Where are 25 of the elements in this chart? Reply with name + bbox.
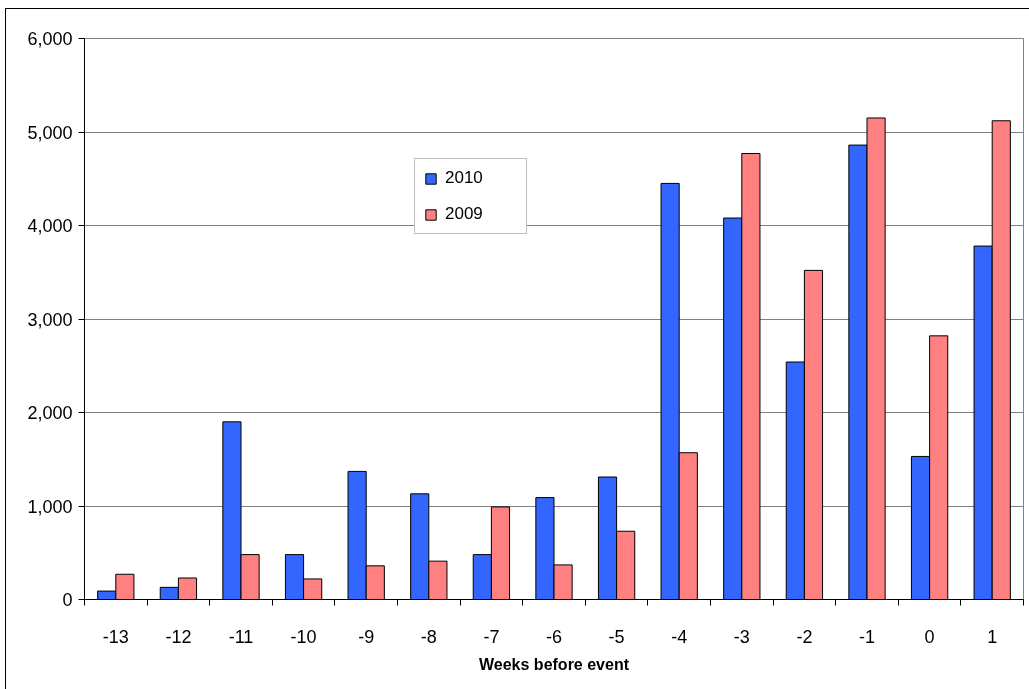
y-tick-label: 1,000 (27, 496, 73, 517)
x-tick-label: -8 (420, 626, 437, 647)
y-tick-label: 5,000 (27, 122, 73, 143)
x-tick-label: -4 (671, 626, 688, 647)
x-tick-label: 1 (987, 626, 998, 647)
x-tick-label: -2 (796, 626, 813, 647)
x-tick-label: 0 (924, 626, 935, 647)
x-tick-label: -11 (228, 626, 254, 647)
x-tick-label: -9 (358, 626, 375, 647)
y-tick-label: 2,000 (27, 403, 73, 423)
x-tick-label: -3 (733, 626, 750, 647)
legend-label: 2009 (445, 204, 484, 224)
x-tick-label: -10 (290, 626, 317, 647)
x-axis-title: Weeks before event (479, 655, 630, 673)
y-tick-label: 6,000 (27, 29, 73, 49)
x-tick-label: -13 (102, 626, 129, 647)
x-tick-label: -5 (608, 626, 625, 647)
y-tick-label: 0 (62, 590, 73, 610)
legend-label: 2010 (445, 168, 484, 188)
y-tick-label: 4,000 (27, 216, 73, 236)
x-tick-label: -6 (546, 626, 563, 647)
y-tick-label: 3,000 (27, 309, 73, 330)
x-tick-label: -1 (859, 626, 876, 647)
x-tick-label: -12 (165, 626, 192, 647)
x-tick-label: -7 (483, 626, 500, 647)
